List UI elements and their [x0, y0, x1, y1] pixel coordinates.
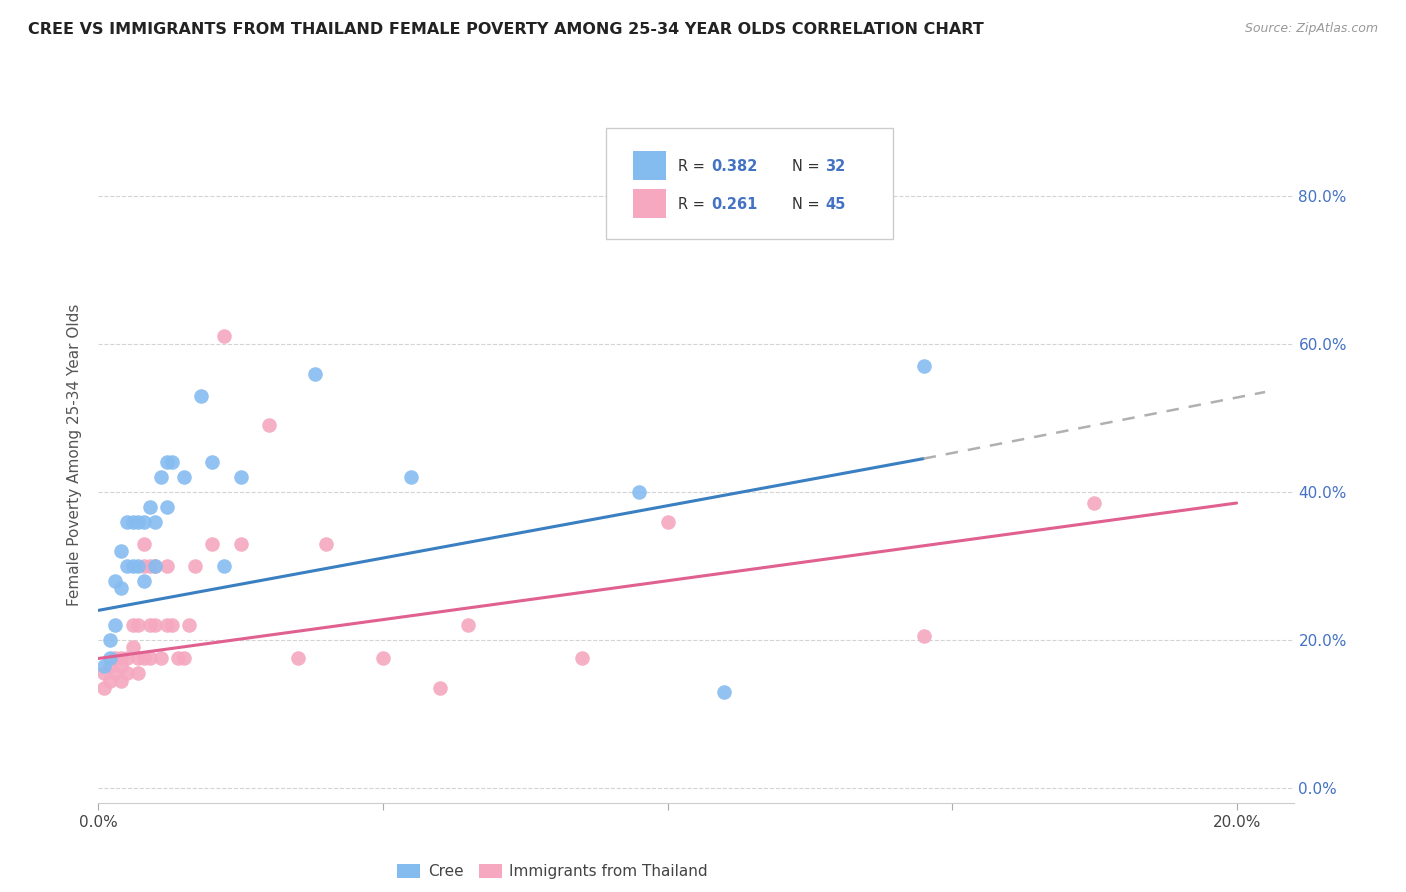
- Point: [912, 359, 935, 373]
- Bar: [633, 151, 666, 180]
- Point: [143, 618, 166, 632]
- Text: 45: 45: [825, 197, 845, 212]
- Point: [179, 618, 201, 632]
- Point: [201, 537, 224, 551]
- Point: [104, 666, 127, 681]
- Point: [121, 558, 143, 573]
- Point: [212, 329, 235, 343]
- Point: [257, 418, 280, 433]
- Point: [173, 470, 195, 484]
- Point: [304, 367, 326, 381]
- Point: [315, 537, 337, 551]
- Point: [150, 470, 173, 484]
- Point: [104, 651, 127, 665]
- Point: [156, 455, 179, 469]
- Point: [127, 618, 149, 632]
- Point: [110, 581, 132, 595]
- Text: R =: R =: [678, 197, 710, 212]
- Point: [156, 618, 179, 632]
- Point: [287, 651, 309, 665]
- Point: [229, 470, 252, 484]
- Point: [1083, 496, 1105, 510]
- Point: [132, 651, 155, 665]
- Text: 32: 32: [825, 159, 845, 174]
- Point: [571, 651, 593, 665]
- Legend: Cree, Immigrants from Thailand: Cree, Immigrants from Thailand: [391, 858, 714, 886]
- Point: [127, 666, 149, 681]
- Point: [98, 673, 121, 688]
- Point: [138, 558, 160, 573]
- Point: [110, 658, 132, 673]
- Point: [110, 673, 132, 688]
- Point: [912, 629, 935, 643]
- Text: N =: N =: [792, 159, 824, 174]
- Y-axis label: Female Poverty Among 25-34 Year Olds: Female Poverty Among 25-34 Year Olds: [67, 304, 83, 606]
- Bar: [633, 189, 666, 219]
- Point: [93, 666, 115, 681]
- Point: [93, 681, 115, 695]
- Point: [127, 651, 149, 665]
- Point: [138, 500, 160, 514]
- Text: N =: N =: [792, 197, 824, 212]
- Text: 0.382: 0.382: [711, 159, 758, 174]
- Text: CREE VS IMMIGRANTS FROM THAILAND FEMALE POVERTY AMONG 25-34 YEAR OLDS CORRELATIO: CREE VS IMMIGRANTS FROM THAILAND FEMALE …: [28, 22, 984, 37]
- Point: [110, 544, 132, 558]
- Point: [156, 500, 179, 514]
- Point: [110, 651, 132, 665]
- Point: [143, 558, 166, 573]
- Point: [104, 574, 127, 588]
- Point: [190, 389, 212, 403]
- Point: [167, 651, 190, 665]
- Point: [104, 618, 127, 632]
- Point: [115, 651, 138, 665]
- Text: R =: R =: [678, 159, 710, 174]
- Point: [132, 537, 155, 551]
- Point: [98, 651, 121, 665]
- Point: [371, 651, 394, 665]
- Point: [93, 658, 115, 673]
- Point: [628, 484, 651, 499]
- Point: [121, 515, 143, 529]
- Point: [429, 681, 451, 695]
- Point: [212, 558, 235, 573]
- Point: [229, 537, 252, 551]
- Point: [127, 515, 149, 529]
- Text: Source: ZipAtlas.com: Source: ZipAtlas.com: [1244, 22, 1378, 36]
- Point: [138, 618, 160, 632]
- Point: [657, 515, 679, 529]
- Point: [98, 632, 121, 647]
- Point: [121, 640, 143, 655]
- Point: [127, 558, 149, 573]
- Point: [150, 651, 173, 665]
- Point: [132, 515, 155, 529]
- Point: [98, 658, 121, 673]
- FancyBboxPatch shape: [606, 128, 893, 239]
- Point: [184, 558, 207, 573]
- Point: [457, 618, 479, 632]
- Point: [162, 618, 184, 632]
- Point: [143, 515, 166, 529]
- Point: [401, 470, 423, 484]
- Point: [713, 685, 735, 699]
- Point: [121, 618, 143, 632]
- Point: [138, 651, 160, 665]
- Point: [173, 651, 195, 665]
- Point: [115, 558, 138, 573]
- Point: [132, 574, 155, 588]
- Text: 0.261: 0.261: [711, 197, 758, 212]
- Point: [162, 455, 184, 469]
- Point: [115, 666, 138, 681]
- Point: [115, 515, 138, 529]
- Point: [143, 558, 166, 573]
- Point: [132, 558, 155, 573]
- Point: [201, 455, 224, 469]
- Point: [156, 558, 179, 573]
